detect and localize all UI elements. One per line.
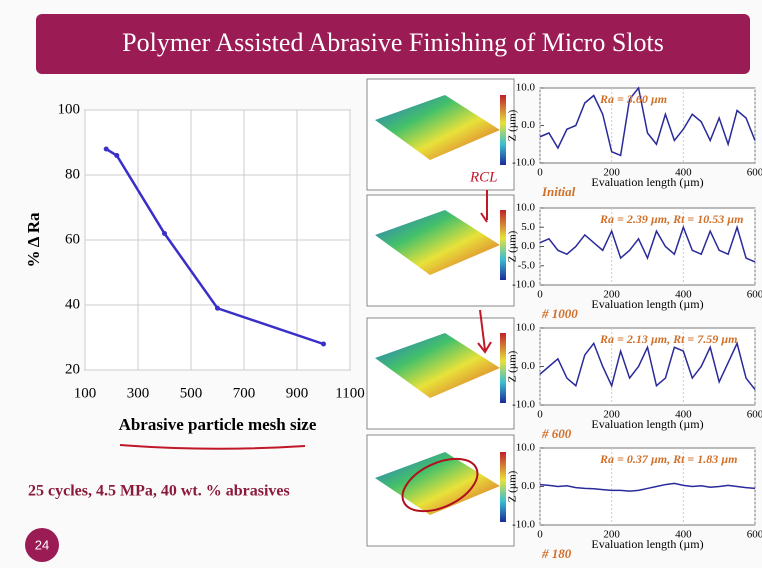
x-tick-label: 1100 [335,385,364,401]
x-tick-label: 600 [747,167,762,179]
y-tick-label: 20 [65,361,80,377]
y-axis-label: Z (µm) [507,350,519,382]
slide: Polymer Assisted Abrasive Finishing of M… [0,0,762,568]
colorbar [500,333,506,403]
y-axis-label: % Δ Ra [24,212,43,268]
x-axis-label: Abrasive particle mesh size [119,415,317,434]
y-tick-label: 10.0 [516,82,536,94]
x-tick-label: 700 [233,385,256,401]
x-tick-label: 600 [747,289,762,301]
y-axis-label: Z (µm) [507,109,519,141]
data-point [215,306,220,311]
y-tick-label: 80 [65,166,80,182]
y-tick-label: -10.0 [512,399,535,411]
sample-label: Initial [541,184,576,199]
y-tick-label: -10.0 [512,279,535,291]
y-tick-label: -5.0 [518,259,536,271]
colorbar [500,452,506,522]
data-point [321,342,326,347]
x-axis-label: Evaluation length (µm) [591,537,703,551]
slide-number: 24 [35,537,49,552]
y-tick-label: 40 [65,296,80,312]
sample-label: # 600 [541,426,572,441]
y-tick-label: 0.0 [521,360,535,372]
y-tick-label: 10.0 [516,202,536,214]
y-tick-label: 0.0 [521,119,535,131]
data-point [162,231,167,236]
y-tick-label: 10.0 [516,322,536,334]
y-axis-label: Z (µm) [507,230,519,262]
x-tick-label: 300 [127,385,150,401]
handwritten-note: RCL [469,169,498,185]
slide-title: Polymer Assisted Abrasive Finishing of M… [122,28,664,57]
roughness-annotation: Ra = 2.13 µm, Rt = 7.59 µm [599,332,738,346]
footnote: 25 cycles, 4.5 MPa, 40 wt. % abrasives [28,483,290,500]
x-axis-label: Evaluation length (µm) [591,175,703,189]
y-tick-label: 10.0 [516,442,536,454]
data-point [114,153,119,158]
sample-label: # 180 [541,546,572,561]
x-tick-label: 0 [537,289,543,301]
roughness-annotation: Ra = 3.60 µm [599,92,667,106]
y-axis-label: Z (µm) [507,470,519,502]
x-axis-label: Evaluation length (µm) [591,297,703,311]
y-tick-label: 100 [58,101,81,117]
x-tick-label: 900 [286,385,309,401]
x-tick-label: 0 [537,409,543,421]
x-tick-label: 0 [537,167,543,179]
y-tick-label: -10.0 [512,157,535,169]
x-tick-label: 600 [747,409,762,421]
x-tick-label: 500 [180,385,203,401]
data-point [104,147,109,152]
roughness-annotation: Ra = 0.37 µm, Rt = 1.83 µm [599,452,738,466]
y-tick-label: -10.0 [512,519,535,531]
y-tick-label: 0.0 [521,480,535,492]
x-tick-label: 0 [537,529,543,541]
x-tick-label: 100 [74,385,97,401]
y-tick-label: 0.0 [521,240,535,252]
sample-label: # 1000 [541,306,578,321]
y-tick-label: 5.0 [521,221,535,233]
colorbar [500,95,506,165]
x-axis-label: Evaluation length (µm) [591,417,703,431]
y-tick-label: 60 [65,231,80,247]
colorbar [500,210,506,280]
x-tick-label: 600 [747,529,762,541]
roughness-annotation: Ra = 2.39 µm, Rt = 10.53 µm [599,212,744,226]
